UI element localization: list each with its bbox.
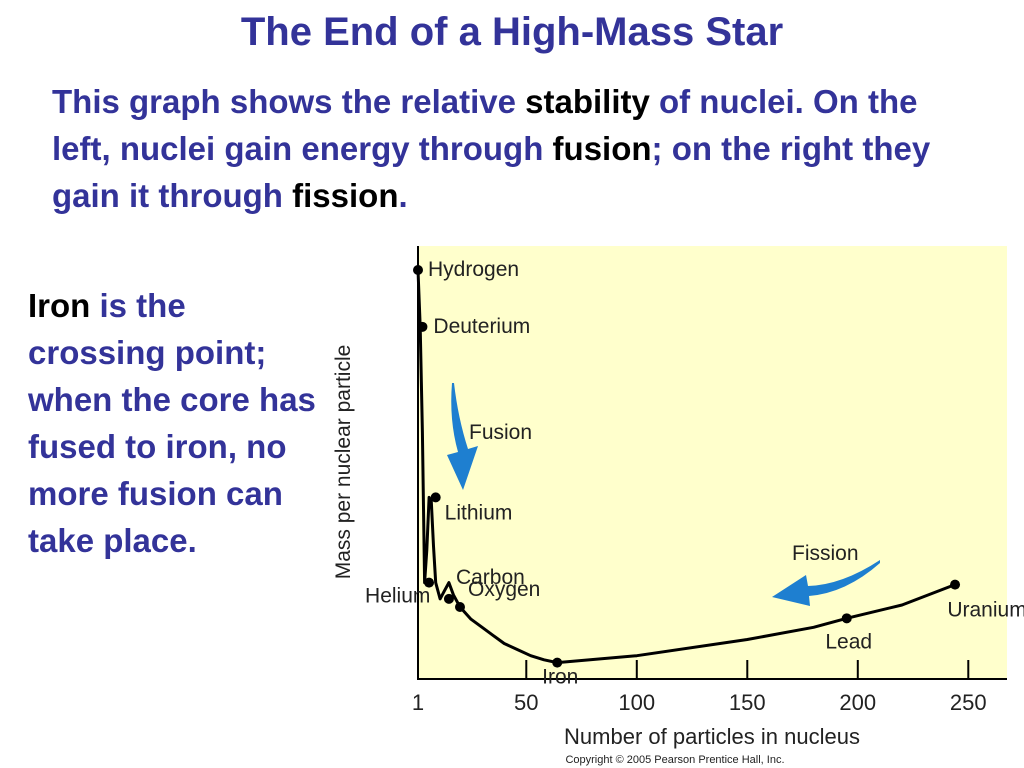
intro-text-4: . (398, 177, 408, 214)
x-axis-tick-labels: 1 50 100 150 200 250 (412, 690, 987, 715)
label-uranium: Uranium (947, 599, 1024, 622)
slide-title: The End of a High-Mass Star (240, 10, 784, 54)
label-helium: Helium (365, 585, 430, 608)
x-tick-label-250: 250 (950, 690, 987, 715)
intro-keyword-stability: stability (525, 83, 650, 120)
marker-lithium (430, 492, 441, 503)
marker-hydrogen (413, 265, 423, 275)
side-keyword-iron: Iron (28, 287, 91, 324)
marker-lead (841, 613, 852, 624)
label-hydrogen: Hydrogen (428, 258, 519, 281)
plot-background (418, 246, 1007, 678)
x-tick-label-50: 50 (514, 690, 538, 715)
element-markers (413, 265, 961, 668)
side-text: is the crossing point; when the core has… (28, 287, 316, 559)
fusion-label: Fusion (469, 421, 532, 444)
fusion-arrow-icon (447, 383, 478, 490)
label-deuterium: Deuterium (433, 315, 530, 338)
label-oxygen: Oxygen (468, 578, 540, 601)
intro-keyword-fusion: fusion (552, 130, 652, 167)
x-tick-label-1: 1 (412, 690, 424, 715)
copyright: Copyright © 2005 Pearson Prentice Hall, … (565, 754, 784, 766)
x-axis-ticks (525, 660, 970, 679)
marker-carbon (443, 593, 454, 604)
label-lithium: Lithium (445, 501, 513, 524)
y-axis-label: Mass per nuclear particle (332, 345, 355, 580)
marker-deuterium (417, 321, 428, 332)
intro-text-1: This graph shows the relative (52, 83, 526, 120)
intro-text-3: ; on the right they gain it through (52, 130, 931, 214)
marker-uranium (950, 579, 961, 590)
fission-label: Fission (792, 542, 859, 565)
label-carbon: Carbon (456, 566, 525, 589)
fission-arrow-icon (772, 560, 880, 606)
intro-keyword-fission: fission (292, 177, 399, 214)
element-labels: Hydrogen Deuterium Lithium Helium CarbonOxyg… (365, 258, 1024, 689)
x-tick-label-100: 100 (618, 690, 655, 715)
intro-text-2: of nuclei. On the left, nuclei gain ener… (52, 83, 918, 167)
stability-curve (416, 269, 956, 665)
marker-helium (424, 577, 435, 588)
intro-paragraph: This graph shows the relative stability … (52, 78, 982, 219)
marker-iron (552, 657, 563, 668)
x-tick-label-150: 150 (729, 690, 766, 715)
marker-oxygen (454, 601, 465, 612)
label-iron: Iron (542, 666, 578, 689)
x-tick-label-200: 200 (839, 690, 876, 715)
x-axis-label: Number of particles in nucleus (564, 724, 860, 749)
side-note: Iron is the crossing point; when the cor… (28, 282, 328, 564)
label-lead: Lead (825, 630, 872, 653)
